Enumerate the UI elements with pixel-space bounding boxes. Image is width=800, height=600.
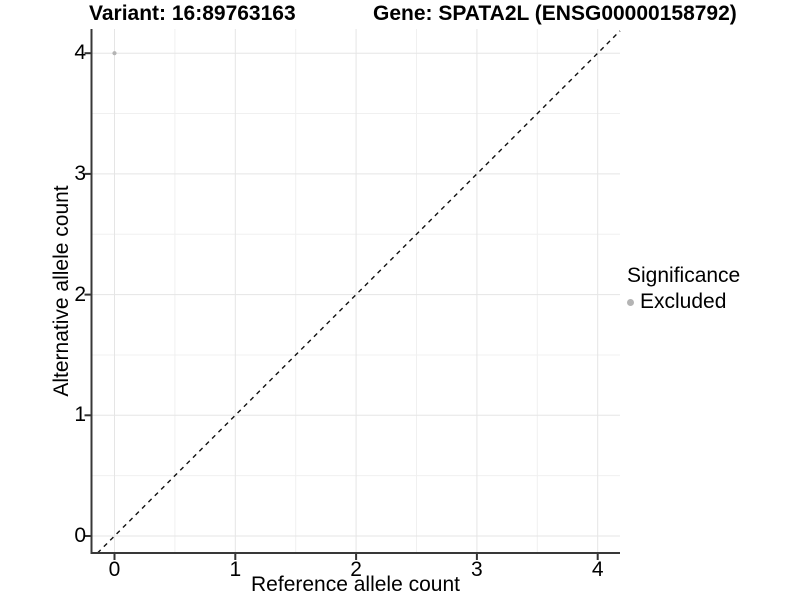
data-points bbox=[112, 51, 117, 56]
x-tick-label: 3 bbox=[471, 558, 483, 581]
axis-ticks bbox=[84, 52, 599, 560]
x-tick-label: 2 bbox=[350, 558, 362, 581]
data-point bbox=[112, 51, 117, 56]
plot-title-variant: Variant: 16:89763163 bbox=[89, 2, 296, 25]
y-tick-label: 1 bbox=[74, 403, 86, 427]
legend-title: Significance bbox=[627, 264, 741, 287]
y-tick-label: 4 bbox=[74, 41, 86, 65]
x-tick-label: 4 bbox=[591, 558, 604, 581]
identity-line bbox=[96, 30, 621, 554]
legend-item: Excluded bbox=[627, 290, 740, 314]
x-tick-label: 0 bbox=[108, 558, 121, 581]
legend-items: Excluded bbox=[627, 290, 740, 314]
major-gridlines bbox=[91, 29, 620, 553]
y-tick-label: 2 bbox=[74, 282, 86, 306]
x-axis-title: Reference allele count bbox=[251, 573, 460, 596]
legend-item-label: Excluded bbox=[640, 290, 727, 313]
plot-title-gene: Gene: SPATA2L (ENSG00000158792) bbox=[373, 2, 737, 25]
legend: Significance Excluded bbox=[627, 265, 740, 314]
y-tick-label: 3 bbox=[74, 161, 86, 185]
legend-key-point-icon bbox=[627, 298, 634, 306]
y-tick-label: 0 bbox=[74, 524, 86, 547]
x-tick-label: 1 bbox=[229, 558, 242, 581]
